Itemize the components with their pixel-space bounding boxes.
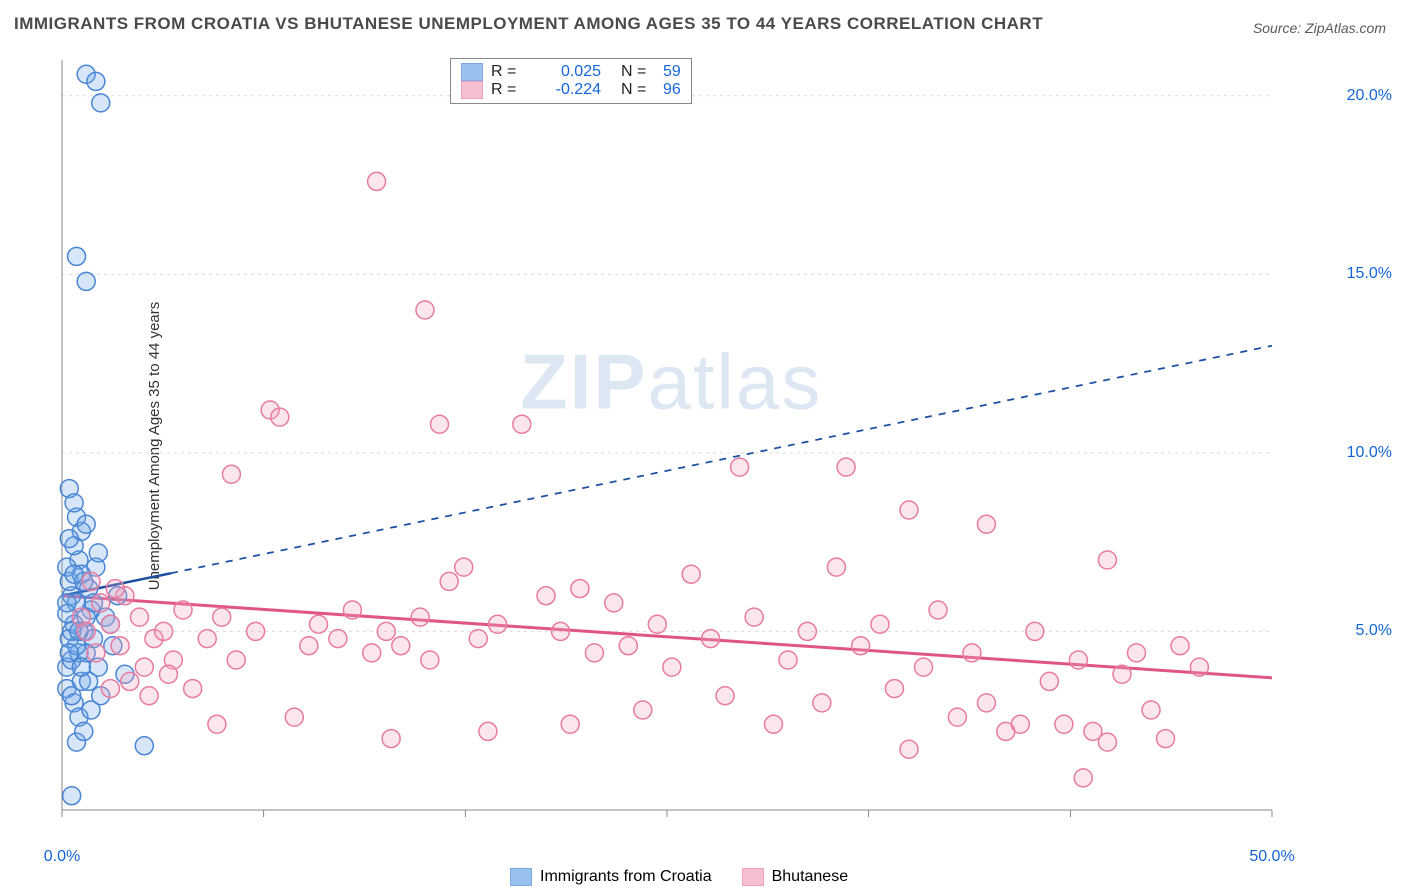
correlation-legend: R = 0.025 N = 59 R = -0.224 N = 96 bbox=[450, 58, 692, 104]
chart-title: IMMIGRANTS FROM CROATIA VS BHUTANESE UNE… bbox=[14, 14, 1043, 34]
plot-area: ZIPatlas bbox=[52, 50, 1342, 840]
swatch-bhutanese bbox=[461, 81, 483, 99]
legend-row-croatia: R = 0.025 N = 59 bbox=[461, 63, 681, 81]
n-label: N = bbox=[621, 63, 655, 81]
n-value-bhutanese: 96 bbox=[663, 81, 681, 99]
y-tick-label: 10.0% bbox=[1347, 444, 1392, 462]
x-tick-label: 0.0% bbox=[44, 848, 80, 866]
r-label: R = bbox=[491, 81, 527, 99]
scatter-svg bbox=[52, 50, 1342, 840]
legend-label: Bhutanese bbox=[772, 868, 849, 886]
x-tick-label: 50.0% bbox=[1249, 848, 1294, 866]
legend-row-bhutanese: R = -0.224 N = 96 bbox=[461, 81, 681, 99]
source-attribution: Source: ZipAtlas.com bbox=[1253, 20, 1386, 36]
r-value-croatia: 0.025 bbox=[535, 63, 601, 81]
y-tick-label: 20.0% bbox=[1347, 87, 1392, 105]
swatch-bhutanese bbox=[742, 868, 764, 886]
r-label: R = bbox=[491, 63, 527, 81]
legend-item-croatia: Immigrants from Croatia bbox=[510, 868, 712, 886]
swatch-croatia bbox=[461, 63, 483, 81]
swatch-croatia bbox=[510, 868, 532, 886]
series-legend: Immigrants from Croatia Bhutanese bbox=[510, 868, 848, 886]
r-value-bhutanese: -0.224 bbox=[535, 81, 601, 99]
legend-label: Immigrants from Croatia bbox=[540, 868, 712, 886]
y-tick-label: 5.0% bbox=[1356, 622, 1392, 640]
n-value-croatia: 59 bbox=[663, 63, 681, 81]
legend-item-bhutanese: Bhutanese bbox=[742, 868, 849, 886]
y-tick-label: 15.0% bbox=[1347, 265, 1392, 283]
n-label: N = bbox=[621, 81, 655, 99]
